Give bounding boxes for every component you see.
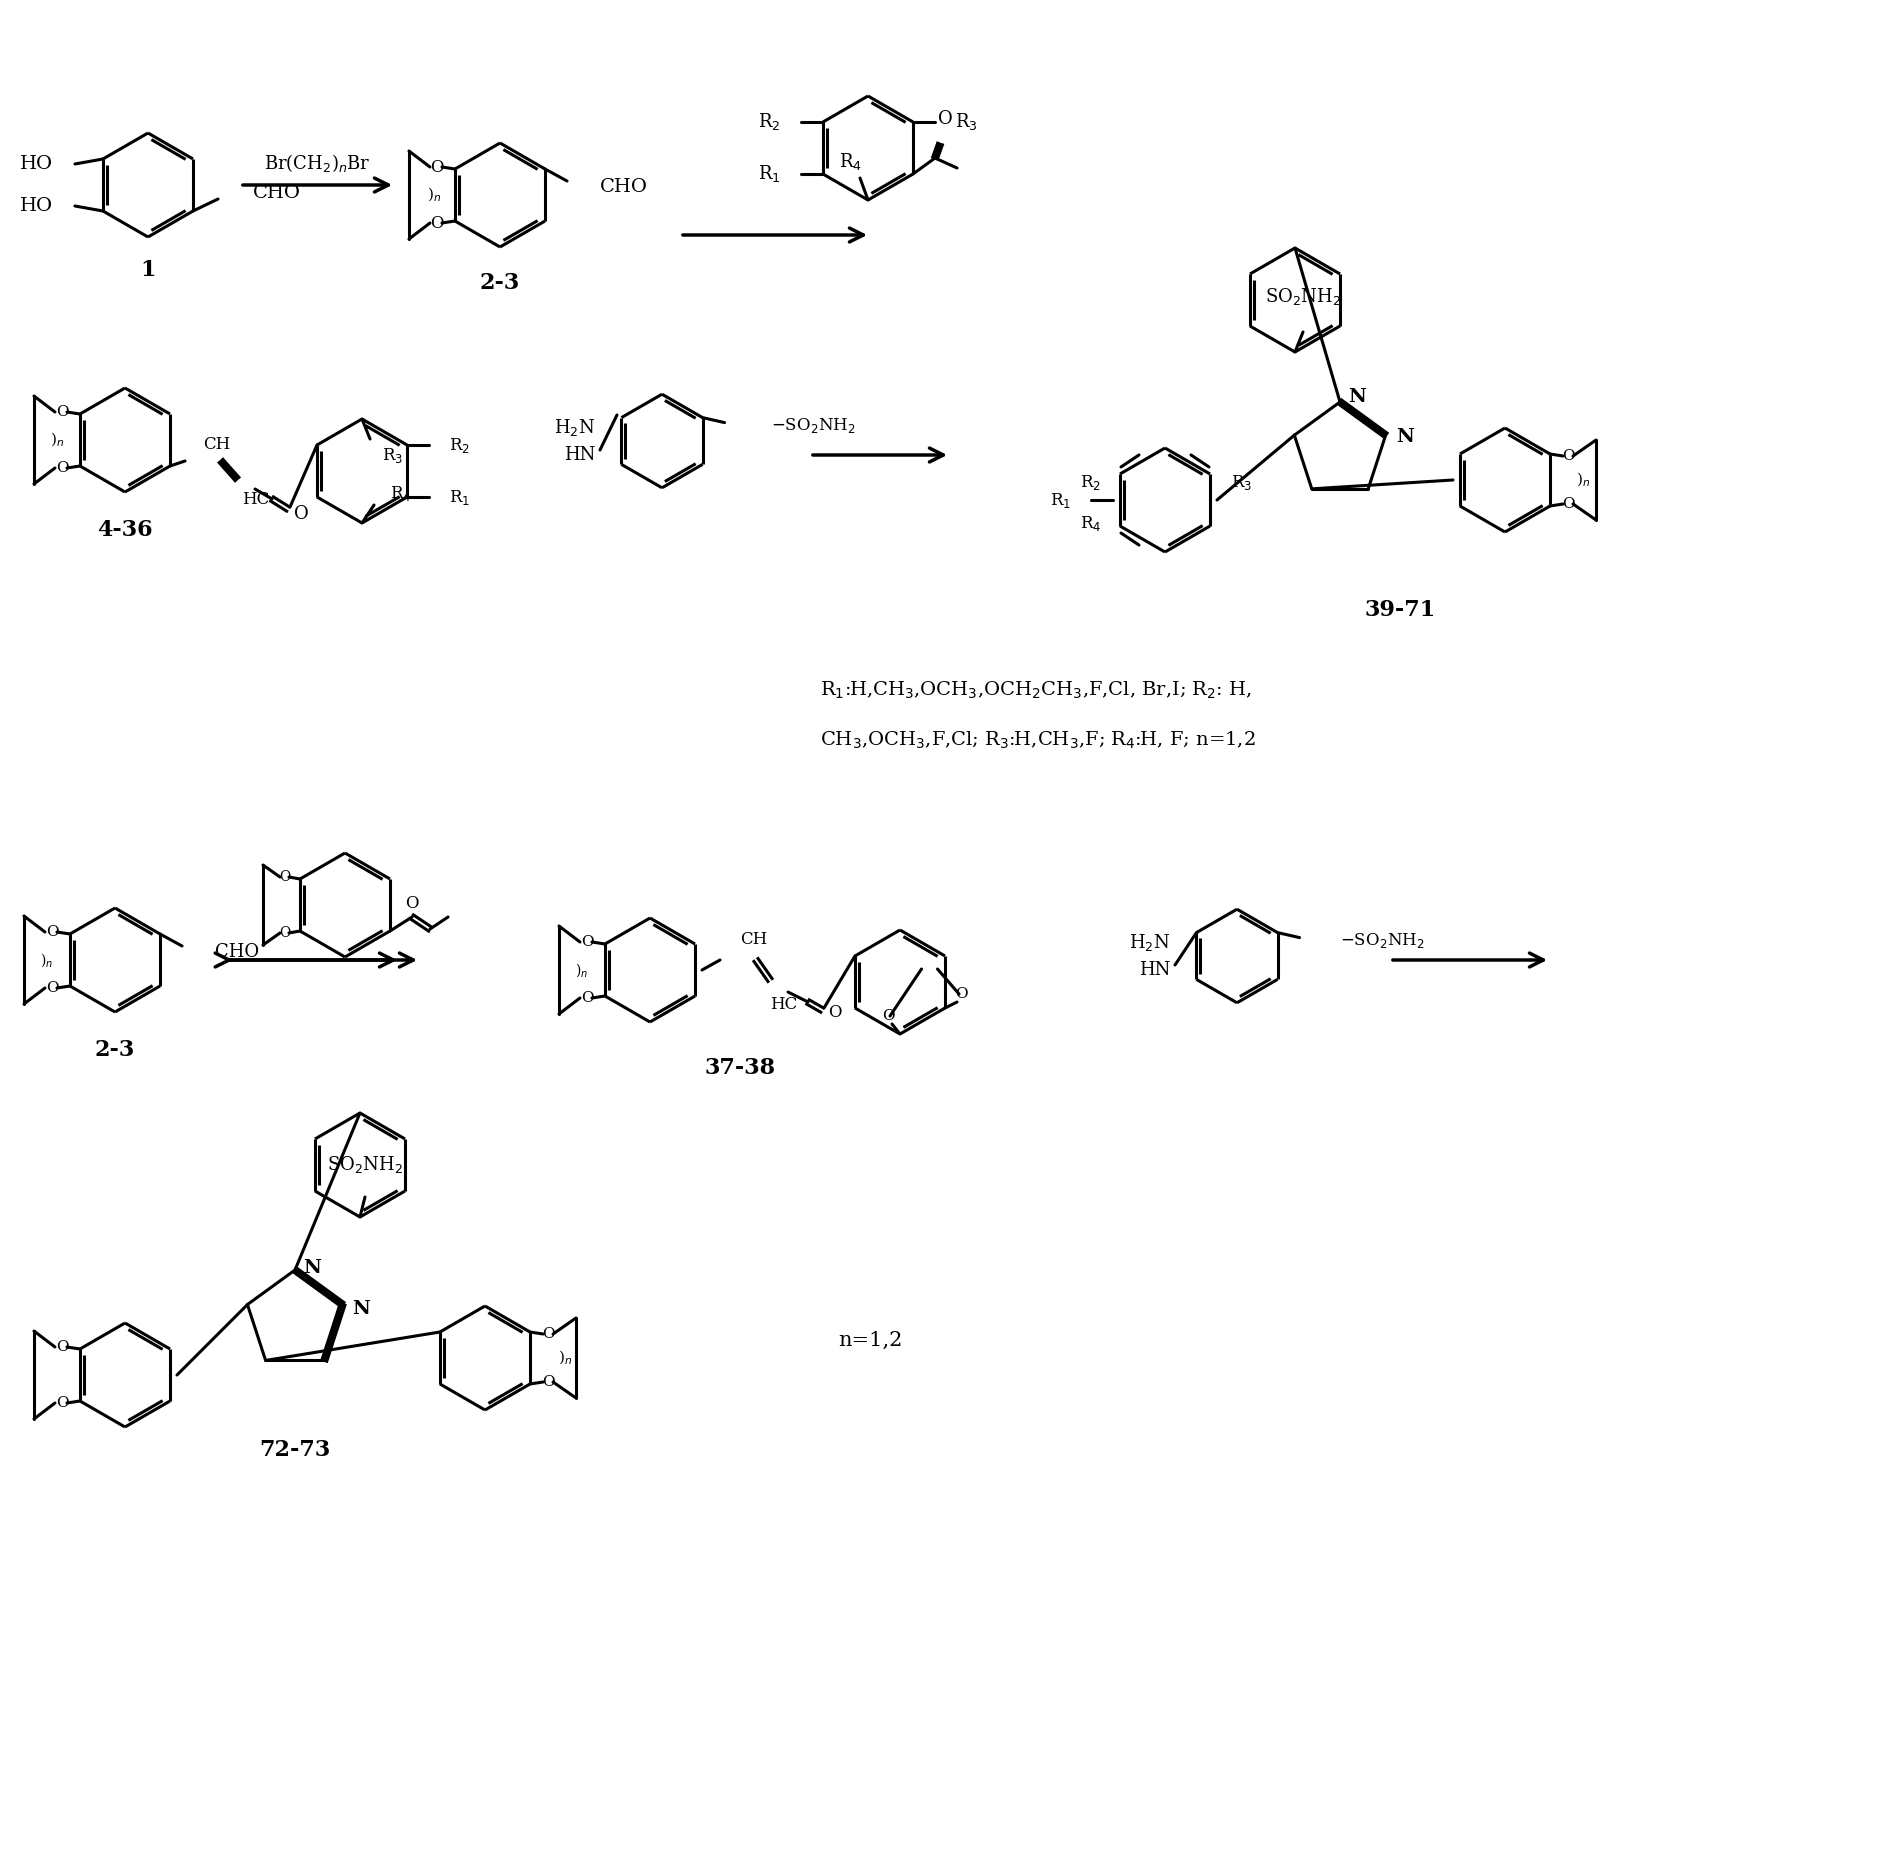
Text: )$_n$: )$_n$ <box>1576 471 1591 489</box>
Text: SO$_2$NH$_2$: SO$_2$NH$_2$ <box>1265 286 1341 307</box>
Text: CH$_3$,OCH$_3$,F,Cl; R$_3$:H,CH$_3$,F; R$_4$:H, F; n=1,2: CH$_3$,OCH$_3$,F,Cl; R$_3$:H,CH$_3$,F; R… <box>820 729 1256 751</box>
Text: SO$_2$NH$_2$: SO$_2$NH$_2$ <box>328 1153 403 1176</box>
Text: O: O <box>294 506 309 523</box>
Text: $-$SO$_2$NH$_2$: $-$SO$_2$NH$_2$ <box>771 417 854 435</box>
Text: H$_2$N: H$_2$N <box>553 417 595 437</box>
Text: 2-3: 2-3 <box>95 1040 134 1060</box>
Text: O: O <box>581 991 593 1004</box>
Text: O: O <box>828 1004 841 1021</box>
Text: HC: HC <box>242 491 269 508</box>
Text: O: O <box>938 110 953 128</box>
Text: R$_3$: R$_3$ <box>1231 474 1252 493</box>
Text: 72-73: 72-73 <box>259 1440 331 1460</box>
Text: R$_1$: R$_1$ <box>1049 491 1070 510</box>
Text: O: O <box>278 870 290 883</box>
Text: O: O <box>45 924 59 939</box>
Text: R$_2$: R$_2$ <box>449 435 470 454</box>
Text: O: O <box>430 158 443 175</box>
Text: R$_2$: R$_2$ <box>1080 474 1100 493</box>
Text: HN: HN <box>1138 962 1170 978</box>
Text: )$_n$: )$_n$ <box>40 950 53 969</box>
Text: )$_n$: )$_n$ <box>576 962 587 978</box>
Text: R$_4$: R$_4$ <box>839 151 862 173</box>
Text: N: N <box>1349 389 1366 405</box>
Text: CH: CH <box>203 435 231 454</box>
Text: O: O <box>581 936 593 949</box>
Text: HO: HO <box>19 197 53 216</box>
Text: O: O <box>55 405 68 419</box>
Text: 4-36: 4-36 <box>97 519 153 541</box>
Text: CH: CH <box>741 932 767 949</box>
Text: R$_3$: R$_3$ <box>955 112 977 132</box>
Text: O: O <box>405 895 419 911</box>
Text: O: O <box>1563 448 1574 463</box>
Text: O: O <box>542 1375 555 1389</box>
Text: O: O <box>430 214 443 231</box>
Text: )$_n$: )$_n$ <box>559 1348 572 1367</box>
Text: N: N <box>352 1300 371 1317</box>
Text: R$_1$:H,CH$_3$,OCH$_3$,OCH$_2$CH$_3$,F,Cl, Br,I; R$_2$: H,: R$_1$:H,CH$_3$,OCH$_3$,OCH$_2$CH$_3$,F,C… <box>820 681 1252 701</box>
Text: O: O <box>45 980 59 995</box>
Text: CHO: CHO <box>254 184 301 203</box>
Text: O: O <box>542 1326 555 1341</box>
Text: N: N <box>303 1259 320 1278</box>
Text: )$_n$: )$_n$ <box>426 186 441 205</box>
Text: O: O <box>955 988 968 1001</box>
Text: O: O <box>1563 497 1574 512</box>
Text: R$_3$: R$_3$ <box>383 446 403 465</box>
Text: O: O <box>55 1397 68 1410</box>
Text: CHO: CHO <box>216 943 259 962</box>
Text: $-$SO$_2$NH$_2$: $-$SO$_2$NH$_2$ <box>1339 932 1424 950</box>
Text: n=1,2: n=1,2 <box>837 1330 902 1350</box>
Text: R$_4$: R$_4$ <box>390 484 411 502</box>
Text: R$_1$: R$_1$ <box>449 487 470 506</box>
Text: R$_2$: R$_2$ <box>758 112 780 132</box>
Text: H$_2$N: H$_2$N <box>1129 932 1170 952</box>
Text: O: O <box>55 461 68 474</box>
Text: CHO: CHO <box>600 179 648 195</box>
Text: HC: HC <box>771 995 797 1014</box>
Text: 37-38: 37-38 <box>705 1056 775 1079</box>
Text: 39-71: 39-71 <box>1364 599 1436 621</box>
Text: O: O <box>278 926 290 939</box>
Text: R$_4$: R$_4$ <box>1080 513 1100 532</box>
Text: O: O <box>55 1339 68 1354</box>
Text: HN: HN <box>564 446 595 463</box>
Text: O: O <box>883 1008 894 1023</box>
Text: 2-3: 2-3 <box>479 272 521 294</box>
Text: R$_1$: R$_1$ <box>758 164 780 184</box>
Text: HO: HO <box>19 154 53 173</box>
Text: )$_n$: )$_n$ <box>49 432 64 450</box>
Text: Br(CH$_2$)$_n$Br: Br(CH$_2$)$_n$Br <box>265 153 371 175</box>
Text: N: N <box>1396 428 1413 446</box>
Text: 1: 1 <box>140 259 155 281</box>
